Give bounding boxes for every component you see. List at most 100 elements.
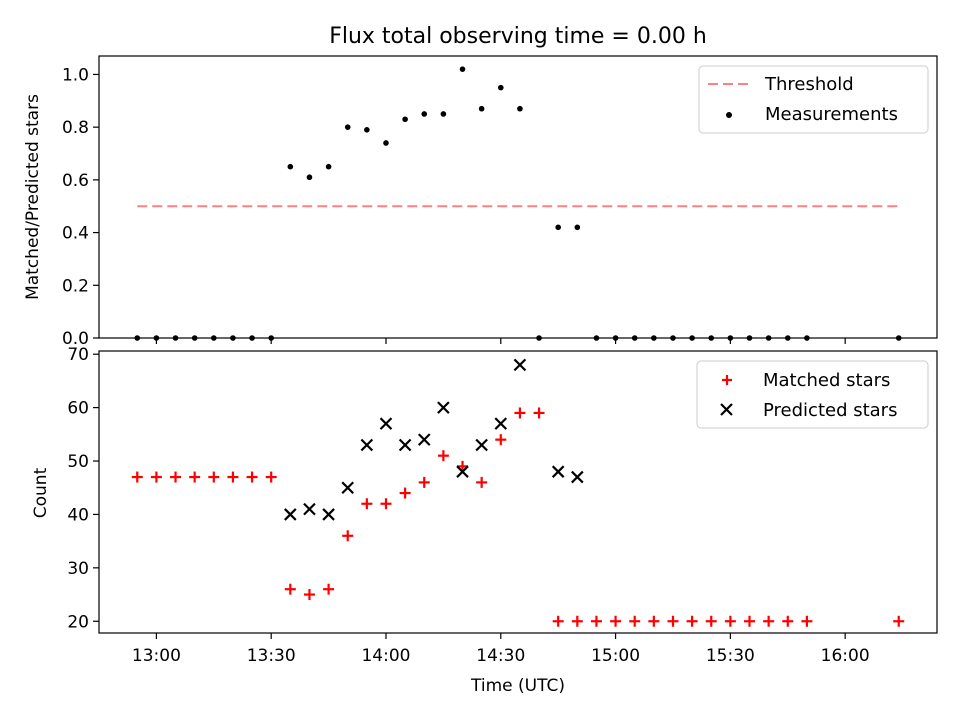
matched-star-point <box>801 615 813 627</box>
measurement-point <box>364 126 370 133</box>
ratio-y-tick-label: 0.0 <box>62 329 89 349</box>
measurement-point <box>555 224 561 231</box>
x-tick-label: 13:00 <box>132 646 181 666</box>
matched-star-point <box>303 589 315 601</box>
matched-star-point <box>495 434 507 446</box>
count-y-tick-label: 70 <box>67 345 89 365</box>
count-y-tick-label: 60 <box>67 399 89 419</box>
measurement-point <box>574 224 581 231</box>
legend-measurements-label: Measurements <box>765 104 898 125</box>
matched-star-point <box>724 615 736 627</box>
ratio-y-tick-label: 1.0 <box>62 65 89 85</box>
x-tick-label: 16:00 <box>821 646 870 666</box>
matched-star-point <box>323 583 335 595</box>
count-y-axis-label: Count <box>31 467 51 518</box>
count-y-tick-label: 50 <box>67 452 89 472</box>
matched-star-point <box>265 471 277 483</box>
legend-matched-label: Matched stars <box>763 370 890 391</box>
ratio-legend: Threshold Measurements <box>698 65 929 134</box>
matched-star-point <box>208 471 220 483</box>
predicted-star-point <box>475 438 488 452</box>
ratio-panel: 0.0 0.2 0.4 0.6 0.8 1.0 Matched/Predicted sta… <box>23 55 938 349</box>
matched-star-point <box>399 487 411 499</box>
legend-matched-swatch <box>722 375 732 385</box>
ratio-y-tick-label: 0.6 <box>62 171 89 191</box>
measurement-point <box>325 163 332 170</box>
matched-stars-series <box>131 407 905 627</box>
predicted-star-point <box>341 481 354 495</box>
count-y-tick-label: 20 <box>67 612 89 632</box>
ratio-y-axis: 0.0 0.2 0.4 0.6 0.8 1.0 <box>62 65 99 349</box>
matched-star-point <box>437 450 449 462</box>
matched-star-point <box>361 498 373 510</box>
matched-star-point <box>571 615 583 627</box>
ratio-y-tick-label: 0.2 <box>62 276 89 296</box>
matched-star-point <box>763 615 775 627</box>
predicted-star-point <box>551 465 565 478</box>
x-tick-label: 13:30 <box>247 646 296 666</box>
ratio-x-axis-ticks <box>155 338 846 344</box>
x-tick-label: 15:30 <box>706 646 755 666</box>
matched-star-point <box>590 615 602 627</box>
measurement-point <box>421 111 428 117</box>
measurement-point <box>344 124 351 130</box>
matched-star-point <box>342 530 354 542</box>
matched-star-point <box>514 407 526 419</box>
count-legend: Matched stars Predicted stars <box>696 360 929 429</box>
predicted-star-point <box>417 433 431 446</box>
matched-star-point <box>667 615 679 627</box>
matched-star-point <box>782 615 794 627</box>
legend-predicted-label: Predicted stars <box>763 400 897 421</box>
matched-star-point <box>150 471 162 483</box>
matched-star-point <box>189 471 201 483</box>
ratio-y-tick-label: 0.4 <box>62 224 89 244</box>
x-tick-label: 15:00 <box>591 646 640 666</box>
matched-star-point <box>476 476 488 488</box>
predicted-star-point <box>284 508 297 521</box>
legend-predicted-swatch <box>720 403 733 416</box>
matched-star-point <box>246 471 258 483</box>
count-x-axis: 13:00 13:30 14:00 14:30 15:00 15:30 16:00 <box>132 633 870 666</box>
predicted-star-point <box>513 358 527 372</box>
predicted-star-point <box>456 465 469 478</box>
matched-star-point <box>533 407 545 419</box>
matched-star-point <box>457 460 469 472</box>
predicted-star-point <box>379 417 393 430</box>
matched-star-point <box>629 615 641 627</box>
matched-star-point <box>380 498 392 510</box>
matched-star-point <box>227 471 239 483</box>
predicted-stars-series <box>284 358 584 521</box>
measurement-point <box>287 163 294 170</box>
count-y-axis: 20 30 40 50 60 70 <box>67 345 99 632</box>
matched-star-point <box>170 471 182 483</box>
ratio-y-axis-label: Matched/Predicted stars <box>23 94 43 300</box>
matched-star-point <box>744 615 756 627</box>
predicted-star-point <box>437 401 450 414</box>
measurement-point <box>402 116 408 123</box>
matched-star-point <box>418 476 430 488</box>
ratio-y-tick-label: 0.8 <box>62 118 89 138</box>
matched-star-point <box>893 615 905 627</box>
x-tick-label: 14:00 <box>361 646 410 666</box>
predicted-star-point <box>360 438 374 452</box>
predicted-star-point <box>303 502 316 516</box>
legend-threshold-label: Threshold <box>764 74 854 95</box>
measurement-point <box>497 84 504 91</box>
predicted-star-point <box>322 508 335 521</box>
count-y-tick-label: 40 <box>67 505 89 525</box>
count-y-tick-label: 30 <box>67 559 89 579</box>
measurement-point <box>383 140 389 146</box>
measurement-point <box>478 105 485 112</box>
predicted-star-point <box>494 417 508 430</box>
matched-star-point <box>705 615 717 627</box>
x-axis-label: Time (UTC) <box>470 676 565 696</box>
chart-title: Flux total observing time = 0.00 h <box>329 24 707 49</box>
matched-star-point <box>284 583 296 595</box>
measurement-point <box>459 66 466 72</box>
matched-star-point <box>610 615 622 627</box>
predicted-star-point <box>571 470 584 484</box>
measurement-point <box>306 174 313 181</box>
ratio-plot-frame <box>98 55 938 339</box>
count-panel: 20 30 40 50 60 70 13:00 13:30 14:00 14:30 15:00 15… <box>31 345 938 696</box>
